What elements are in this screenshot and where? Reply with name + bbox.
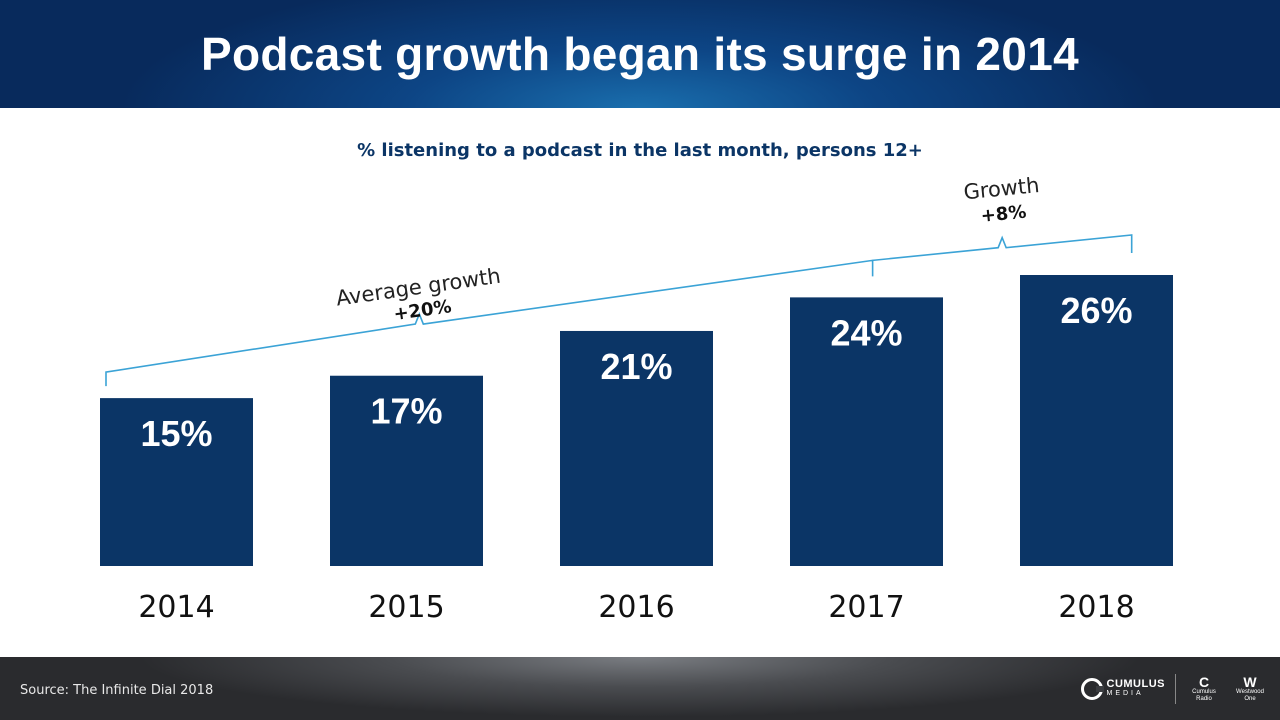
westwood-one-logo: W Westwood One bbox=[1232, 675, 1268, 703]
chart-subtitle: % listening to a podcast in the last mon… bbox=[357, 140, 923, 161]
bar-2016 bbox=[560, 330, 713, 566]
category-label-2016: 2016 bbox=[598, 590, 674, 625]
cumulus-radio-logo: C Cumulus Radio bbox=[1186, 675, 1222, 703]
cumulus-radio-icon: C bbox=[1198, 674, 1210, 690]
value-label-2017: 24% bbox=[830, 312, 902, 353]
value-label-2018: 26% bbox=[1060, 290, 1132, 331]
logo-divider bbox=[1175, 674, 1176, 704]
bracket-recent-growth bbox=[872, 234, 1133, 262]
source-note: Source: The Infinite Dial 2018 bbox=[20, 683, 214, 698]
bar-2017 bbox=[790, 297, 943, 566]
bar-2015 bbox=[330, 375, 483, 566]
value-label-2016: 21% bbox=[600, 346, 672, 387]
title-banner: Podcast growth began its surge in 2014 bbox=[0, 0, 1280, 108]
cumulus-radio-text: Cumulus Radio bbox=[1192, 689, 1216, 702]
bar-2018 bbox=[1020, 275, 1173, 566]
value-label-2015: 17% bbox=[370, 391, 442, 432]
category-label-2014: 2014 bbox=[138, 590, 214, 625]
value-label-2014: 15% bbox=[140, 413, 212, 454]
bar-2014 bbox=[100, 398, 253, 566]
page-title: Podcast growth began its surge in 2014 bbox=[201, 28, 1079, 80]
westwood-one-icon: W bbox=[1243, 674, 1257, 690]
category-label-2018: 2018 bbox=[1058, 590, 1134, 625]
cumulus-media-logo: CUMULUS MEDIA bbox=[1080, 678, 1166, 700]
footer: Source: The Infinite Dial 2018 CUMULUS M… bbox=[0, 657, 1280, 720]
annotation-recent-growth-label: Growth bbox=[962, 173, 1040, 204]
category-label-2017: 2017 bbox=[828, 590, 904, 625]
bracket-average-growth bbox=[105, 259, 874, 387]
annotation-recent-growth-value: +8% bbox=[980, 202, 1027, 227]
bar-chart: 15%201417%201521%201624%201726%2018Avera… bbox=[100, 173, 1173, 625]
logo-main-subtext: MEDIA bbox=[1106, 690, 1144, 697]
logos: CUMULUS MEDIA C Cumulus Radio W Westwood… bbox=[1080, 671, 1269, 707]
logo-main-text: CUMULUS bbox=[1106, 678, 1165, 690]
cumulus-c-icon bbox=[1080, 678, 1104, 700]
category-label-2015: 2015 bbox=[368, 590, 444, 625]
westwood-one-text: Westwood One bbox=[1236, 689, 1264, 702]
